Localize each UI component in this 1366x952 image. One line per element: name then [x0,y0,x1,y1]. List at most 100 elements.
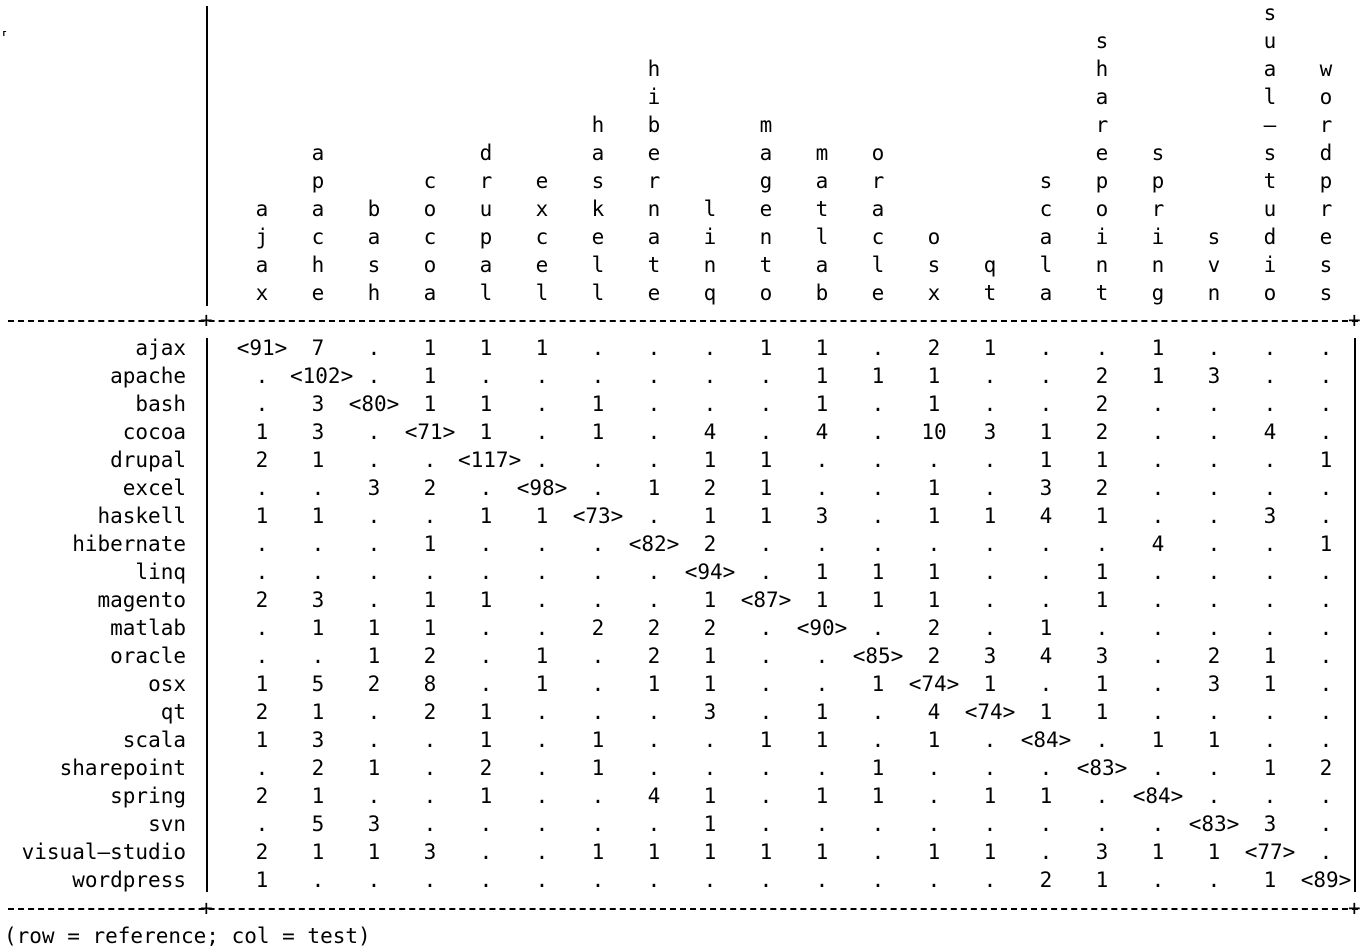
table-cell: 1 [759,504,773,528]
column-header-letter: h [367,281,381,305]
table-cell: 1 [423,392,437,416]
row-label: spring [110,784,186,808]
column-header-letter: e [535,253,549,277]
column-header-letter: w [1319,57,1333,81]
table-cell: . [1319,364,1333,388]
table-cell: . [1207,448,1221,472]
row-label: apache [110,364,186,388]
table-cell: 1 [591,756,605,780]
table-cell: 1 [927,504,941,528]
table-cell: 1 [703,784,717,808]
table-cell: 2 [255,588,269,612]
table-cell: . [1263,700,1277,724]
table-cell: . [591,784,605,808]
table-cell: 1 [1151,336,1165,360]
table-cell: . [423,728,437,752]
column-header-letter: h [647,57,661,81]
table-cell: <102> [290,364,354,388]
top-separator-plus-right: + [1348,308,1361,332]
column-header-letter: a [1263,57,1277,81]
table-cell: 1 [759,476,773,500]
table-cell: 1 [535,504,549,528]
row-label: scala [122,728,186,752]
table-cell: 1 [927,392,941,416]
column-header-letter: i [703,225,717,249]
table-cell: . [1319,700,1333,724]
column-header-letter: c [423,225,437,249]
table-cell: 1 [1095,700,1109,724]
table-cell: 3 [815,504,829,528]
table-cell: 1 [703,672,717,696]
table-cell: 1 [1095,868,1109,892]
column-header-letter: i [1151,225,1165,249]
table-cell: 1 [1095,672,1109,696]
table-cell: . [255,812,269,836]
table-cell: 10 [921,420,947,444]
table-cell: 3 [311,420,325,444]
table-cell: 3 [311,728,325,752]
table-cell: . [1263,448,1277,472]
column-header-letter: l [1263,85,1277,109]
column-header-letter: g [759,169,773,193]
bottom-separator-plus: + [200,896,213,920]
column-header-letter: a [255,253,269,277]
table-cell: . [535,616,549,640]
table-cell: . [1039,336,1053,360]
column-header-letter: a [871,197,885,221]
table-cell: . [703,336,717,360]
column-header-letter: t [759,253,773,277]
table-cell: 4 [1039,644,1053,668]
column-header-letter: a [311,141,325,165]
table-cell: . [479,616,493,640]
row-label: linq [135,560,186,584]
column-header-letter: s [1263,141,1277,165]
table-cell: 1 [591,840,605,864]
table-cell: . [1319,644,1333,668]
table-cell: . [311,532,325,556]
table-cell: . [1319,728,1333,752]
table-cell: . [479,672,493,696]
table-cell: 3 [423,840,437,864]
table-cell: 2 [479,756,493,780]
table-cell: <82> [628,532,680,556]
table-cell: . [815,756,829,780]
table-cell: 1 [1151,364,1165,388]
column-header-letter: e [647,281,661,305]
table-cell: 2 [591,616,605,640]
table-cell: 1 [703,504,717,528]
table-cell: 2 [255,840,269,864]
table-cell: 1 [1039,784,1053,808]
table-cell: <74> [964,700,1016,724]
table-cell: 2 [1319,756,1333,780]
table-cell: 1 [703,588,717,612]
table-cell: 1 [871,672,885,696]
row-label: magento [97,588,186,612]
column-header-letter: a [591,141,605,165]
table-cell: . [647,336,661,360]
column-header-letter: a [367,225,381,249]
table-cell: 2 [423,476,437,500]
table-cell: . [1151,672,1165,696]
row-label: hibernate [72,532,186,556]
table-cell: 1 [759,728,773,752]
table-cell: . [647,504,661,528]
table-cell: 5 [311,672,325,696]
table-cell: . [759,868,773,892]
table-cell: . [535,420,549,444]
table-cell: 2 [703,476,717,500]
table-cell: . [759,532,773,556]
table-cell: . [983,448,997,472]
row-label: qt [160,700,186,724]
table-cell: 1 [367,840,381,864]
table-cell: 2 [423,644,437,668]
table-cell: . [759,616,773,640]
table-cell: . [479,364,493,388]
column-header-letter: c [871,225,885,249]
table-cell: . [1151,644,1165,668]
table-cell: <84> [1020,728,1072,752]
table-cell: 1 [1263,756,1277,780]
column-header-letter: g [1151,281,1165,305]
table-cell: . [703,728,717,752]
table-cell: . [927,448,941,472]
table-cell: . [871,504,885,528]
